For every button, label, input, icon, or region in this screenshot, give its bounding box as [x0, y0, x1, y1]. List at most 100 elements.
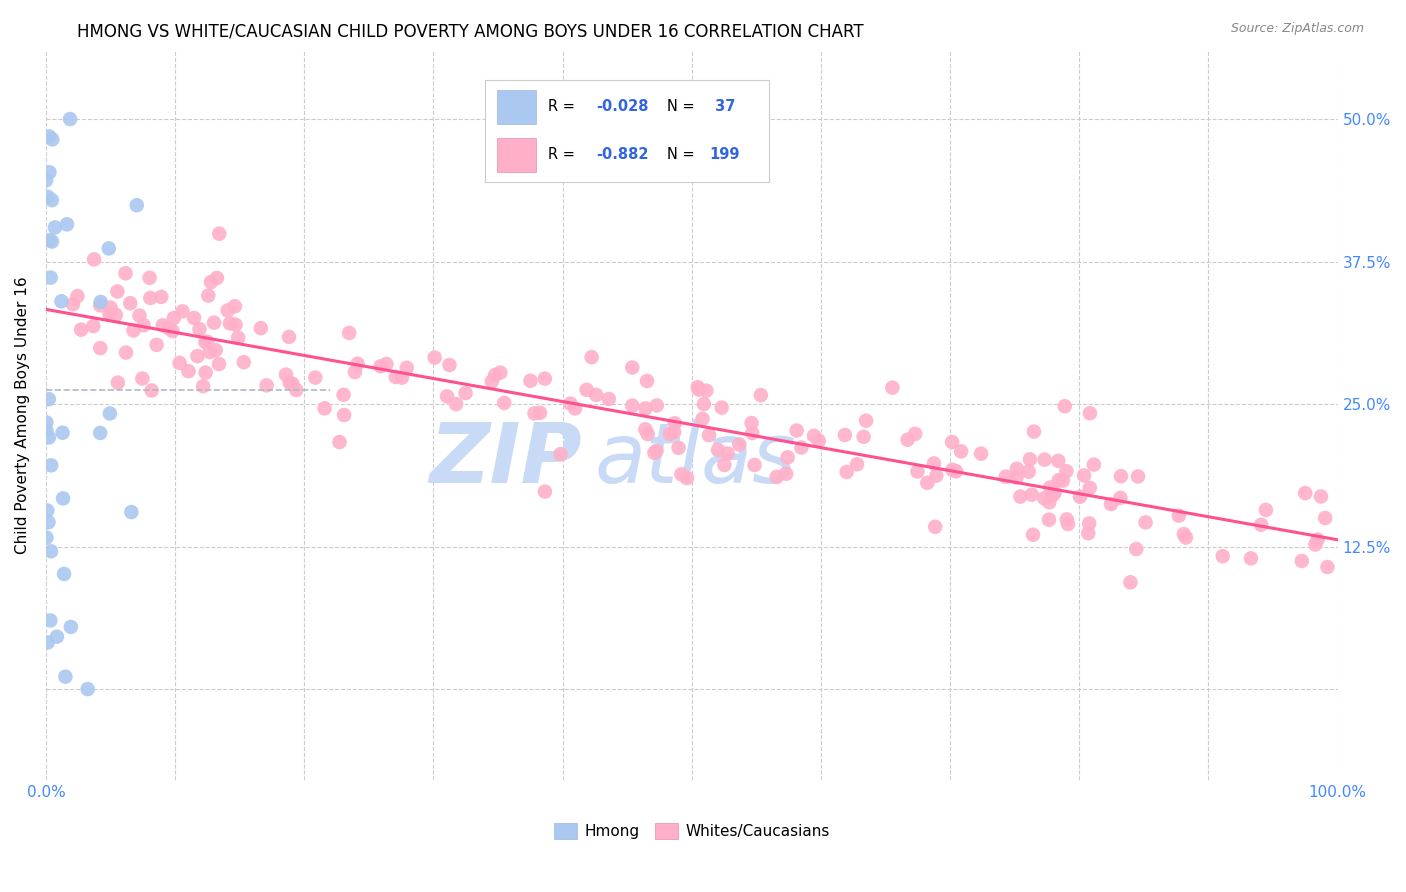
Point — [695, 384, 717, 398]
Point — [172, 304, 194, 318]
Point — [52, 425, 75, 440]
Point — [1039, 481, 1062, 495]
Point — [1125, 542, 1147, 557]
Point — [41, 235, 63, 249]
Point — [105, 285, 128, 299]
Point — [776, 450, 799, 465]
Point — [44, 220, 66, 235]
Point — [564, 401, 586, 416]
Point — [575, 383, 598, 397]
Point — [741, 416, 763, 430]
Point — [219, 317, 242, 331]
Point — [1018, 465, 1040, 479]
Point — [107, 376, 129, 390]
Point — [1083, 458, 1105, 472]
Point — [1135, 516, 1157, 530]
Point — [122, 323, 145, 337]
Point — [1054, 464, 1077, 478]
Y-axis label: Child Poverty Among Boys Under 16: Child Poverty Among Boys Under 16 — [15, 277, 30, 554]
Point — [664, 417, 686, 431]
Point — [59, 112, 82, 126]
Point — [195, 334, 218, 349]
Point — [208, 357, 231, 371]
Point — [671, 467, 693, 482]
Point — [39, 270, 62, 285]
Point — [636, 374, 658, 388]
Point — [66, 289, 89, 303]
Point — [202, 316, 225, 330]
Point — [198, 345, 221, 359]
Point — [41, 132, 63, 146]
Point — [38, 165, 60, 179]
Point — [1078, 516, 1101, 531]
Point — [1078, 481, 1101, 495]
Point — [645, 398, 668, 412]
Point — [835, 465, 858, 479]
Point — [1212, 549, 1234, 564]
Point — [970, 447, 993, 461]
Point — [59, 620, 82, 634]
Point — [384, 370, 406, 384]
Point — [55, 670, 77, 684]
Point — [710, 401, 733, 415]
Point — [98, 407, 121, 421]
Point — [1109, 491, 1132, 505]
Point — [1109, 469, 1132, 483]
Point — [200, 275, 222, 289]
Point — [807, 434, 830, 448]
Point — [994, 469, 1017, 483]
Point — [950, 444, 973, 458]
Text: Source: ZipAtlas.com: Source: ZipAtlas.com — [1230, 22, 1364, 36]
Point — [39, 614, 62, 628]
Point — [205, 271, 228, 285]
Point — [1053, 399, 1076, 413]
Point — [138, 270, 160, 285]
Point — [1069, 490, 1091, 504]
Text: atlas: atlas — [595, 418, 797, 500]
Point — [38, 430, 60, 444]
Point — [1174, 531, 1197, 545]
Point — [686, 380, 709, 394]
Point — [38, 129, 60, 144]
Point — [125, 198, 148, 212]
Point — [834, 428, 856, 442]
Point — [634, 422, 657, 436]
Point — [1306, 533, 1329, 547]
Point — [533, 371, 555, 385]
Point — [37, 503, 59, 517]
Point — [35, 424, 58, 438]
Point — [132, 318, 155, 333]
Point — [141, 384, 163, 398]
Point — [131, 371, 153, 385]
Point — [35, 416, 58, 430]
Point — [333, 408, 356, 422]
Point — [790, 441, 813, 455]
Point — [83, 252, 105, 267]
Point — [45, 630, 67, 644]
Point — [194, 366, 217, 380]
Point — [139, 291, 162, 305]
Point — [621, 360, 644, 375]
Point — [1057, 517, 1080, 532]
Point — [157, 321, 180, 335]
Point — [52, 491, 75, 506]
Point — [749, 388, 772, 402]
Point — [1240, 551, 1263, 566]
Point — [662, 425, 685, 439]
Point — [278, 330, 301, 344]
Point — [70, 323, 93, 337]
Point — [152, 318, 174, 333]
Point — [225, 318, 247, 332]
Point — [1291, 554, 1313, 568]
Point — [1038, 513, 1060, 527]
Point — [304, 370, 326, 384]
Point — [529, 406, 551, 420]
Point — [1047, 454, 1070, 468]
Text: HMONG VS WHITE/CAUCASIAN CHILD POVERTY AMONG BOYS UNDER 16 CORRELATION CHART: HMONG VS WHITE/CAUCASIAN CHILD POVERTY A… — [77, 22, 863, 40]
Point — [285, 383, 308, 397]
Point — [637, 427, 659, 442]
Point — [188, 322, 211, 336]
Point — [274, 368, 297, 382]
Point — [925, 468, 948, 483]
Point — [281, 376, 304, 391]
